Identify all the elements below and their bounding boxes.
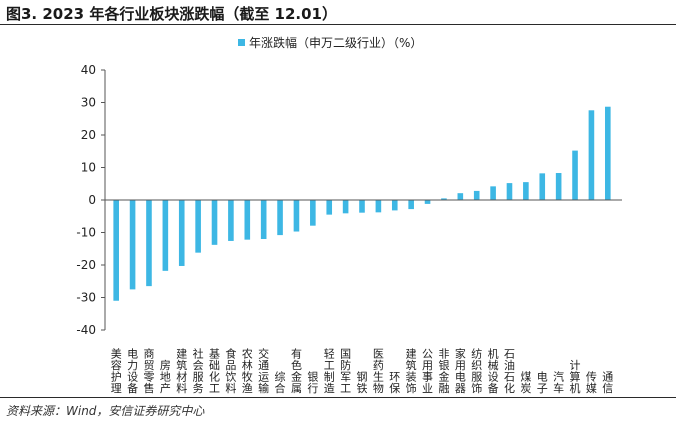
legend: 年涨跌幅（申万二级行业）（%） bbox=[238, 35, 422, 50]
bar-食品饮料 bbox=[228, 200, 234, 241]
bar-series bbox=[113, 106, 611, 301]
x-tick-label: 钢铁 bbox=[357, 371, 368, 396]
source-note: 资料来源：Wind，安信证券研究中心 bbox=[6, 404, 205, 418]
x-tick-label: 房地产 bbox=[160, 359, 171, 395]
x-tick-label: 医药生物 bbox=[373, 348, 384, 396]
bar-电子 bbox=[539, 173, 546, 200]
x-tick-label: 传媒 bbox=[586, 371, 597, 396]
bar-农林牧渔 bbox=[244, 200, 251, 240]
legend-swatch bbox=[238, 39, 245, 46]
x-tick-label: 国防军工 bbox=[340, 348, 351, 396]
x-tick-label: 机械设备 bbox=[488, 347, 499, 396]
bar-传媒 bbox=[588, 110, 595, 200]
y-tick-label: -30 bbox=[76, 291, 96, 305]
y-tick-label: 10 bbox=[81, 161, 96, 175]
legend-label: 年涨跌幅（申万二级行业）（%） bbox=[249, 35, 422, 50]
top-rule bbox=[0, 24, 676, 25]
x-tick-label: 银行 bbox=[307, 370, 318, 396]
y-tick-label: -10 bbox=[76, 226, 96, 240]
x-tick-label: 食品饮料 bbox=[225, 347, 236, 396]
bar-纺织服饰 bbox=[473, 190, 480, 200]
x-tick-label: 商贸零售 bbox=[143, 347, 154, 396]
x-tick-label: 电子 bbox=[537, 371, 548, 396]
x-tick-label: 非银金融 bbox=[438, 348, 449, 396]
x-tick-label: 社会服务 bbox=[193, 347, 204, 396]
x-tick-label: 建筑装饰 bbox=[406, 347, 417, 396]
bar-房地产 bbox=[162, 200, 169, 271]
x-tick-label: 农林牧渔 bbox=[242, 347, 253, 396]
x-tick-label: 纺织服饰 bbox=[471, 347, 482, 396]
y-tick-label: 40 bbox=[81, 63, 96, 77]
y-axis: -40 -30 -20 -10 0 10 20 30 40 bbox=[76, 63, 106, 337]
bar-计算机 bbox=[572, 150, 578, 200]
x-tick-label: 交通运输 bbox=[258, 347, 269, 396]
y-tick-label: 20 bbox=[81, 128, 96, 142]
y-tick-label: 30 bbox=[81, 96, 96, 110]
bar-基础化工 bbox=[211, 200, 218, 245]
x-tick-label: 家用电器 bbox=[455, 347, 466, 396]
bar-汽车 bbox=[555, 173, 562, 200]
x-tick-label: 环保 bbox=[389, 371, 400, 396]
y-tick-label: 0 bbox=[88, 193, 96, 207]
figure-title: 图3. 2023 年各行业板块涨跌幅（截至 12.01） bbox=[6, 5, 337, 23]
bar-美容护理 bbox=[113, 200, 119, 301]
bar-银行 bbox=[310, 200, 316, 226]
bar-环保 bbox=[391, 200, 398, 211]
bar-公用事业 bbox=[424, 200, 431, 204]
bar-国防军工 bbox=[342, 200, 349, 214]
bar-建筑材料 bbox=[178, 200, 185, 266]
x-tick-label: 计算机 bbox=[570, 359, 581, 395]
x-tick-label: 煤炭 bbox=[520, 371, 531, 396]
bar-交通运输 bbox=[260, 200, 267, 239]
bar-家用电器 bbox=[457, 193, 464, 200]
x-tick-label: 汽车 bbox=[553, 370, 564, 396]
bar-综合 bbox=[277, 200, 283, 236]
bar-有色金属 bbox=[293, 200, 300, 232]
y-tick-label: -20 bbox=[76, 258, 96, 272]
bar-医药生物 bbox=[375, 200, 382, 213]
x-tick-label: 石油石化 bbox=[504, 348, 515, 396]
bar-商贸零售 bbox=[146, 200, 152, 287]
bar-非银金融 bbox=[441, 198, 447, 201]
x-tick-label: 公用事业 bbox=[422, 348, 433, 396]
bar-钢铁 bbox=[359, 200, 365, 213]
bar-煤炭 bbox=[523, 182, 529, 201]
bar-通信 bbox=[605, 106, 611, 200]
bar-轻工制造 bbox=[326, 200, 333, 215]
bar-石油石化 bbox=[506, 183, 513, 200]
y-tick-label: -40 bbox=[76, 323, 96, 337]
x-tick-label: 有色金属 bbox=[291, 347, 302, 396]
category-labels: 美容护理电力设备商贸零售房地产建筑材料社会服务基础化工食品饮料农林牧渔交通运输综… bbox=[111, 347, 614, 396]
x-tick-label: 轻工制造 bbox=[324, 347, 335, 396]
x-tick-label: 美容护理 bbox=[111, 348, 122, 396]
bottom-rule bbox=[0, 397, 676, 398]
bar-电力设备 bbox=[129, 200, 136, 290]
bar-机械设备 bbox=[490, 186, 496, 200]
bar-建筑装饰 bbox=[408, 200, 414, 210]
x-tick-label: 基础化工 bbox=[209, 348, 220, 396]
x-tick-label: 建筑材料 bbox=[176, 347, 187, 396]
x-tick-label: 综合 bbox=[275, 370, 286, 396]
x-tick-label: 电力设备 bbox=[127, 348, 138, 396]
bar-社会服务 bbox=[195, 200, 201, 253]
x-tick-label: 通信 bbox=[602, 371, 613, 396]
